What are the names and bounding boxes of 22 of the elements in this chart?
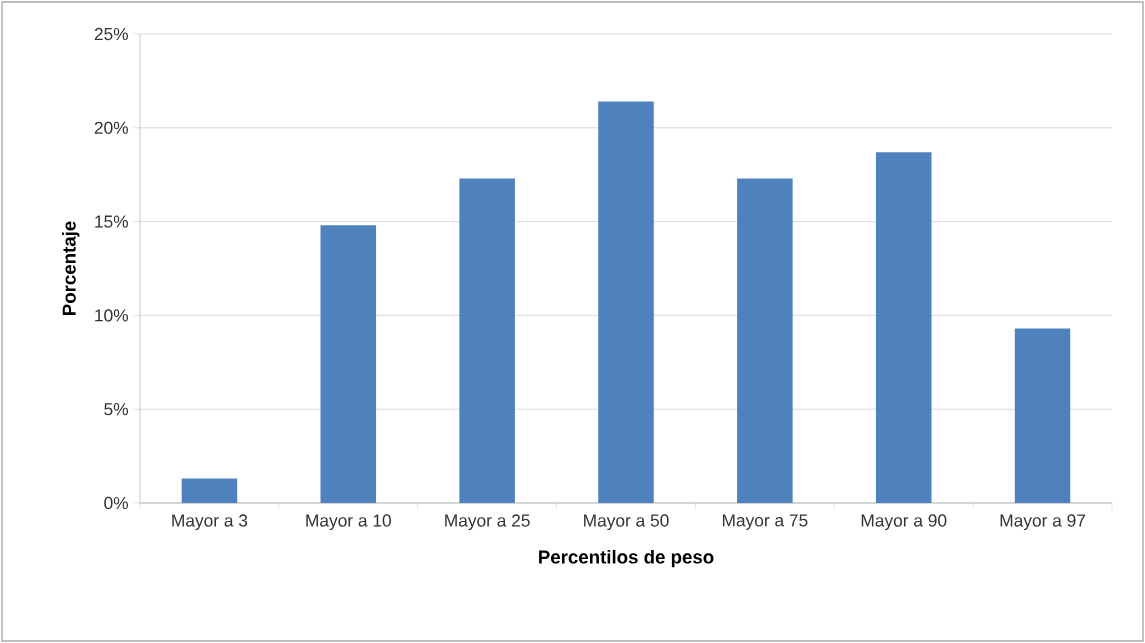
y-axis-title: Porcentaje <box>62 221 80 315</box>
x-tick-label: Mayor a 10 <box>306 514 391 531</box>
x-tick-label: Mayor a 97 <box>1000 514 1086 531</box>
y-tick-label: 25% <box>94 27 129 41</box>
bar <box>598 101 654 503</box>
y-tick-label: 15% <box>95 215 129 228</box>
bar <box>181 478 238 503</box>
y-tick-label: 10% <box>95 309 129 322</box>
x-tick-label: Mayor a 50 <box>584 514 669 531</box>
x-tick-label: Mayor a 90 <box>861 514 947 531</box>
x-tick-label: Mayor a 25 <box>445 514 530 531</box>
y-tick-label: 0% <box>104 496 129 510</box>
bar <box>875 152 932 503</box>
bar <box>459 178 515 503</box>
bar <box>737 178 793 503</box>
x-axis-title: Percentilos de peso <box>539 549 714 568</box>
y-tick-label: 5% <box>104 403 129 416</box>
y-tick-label: 20% <box>94 121 129 134</box>
bar <box>320 225 377 503</box>
bar <box>1014 328 1071 503</box>
x-tick-label: Mayor a 3 <box>172 514 248 531</box>
x-tick-label: Mayor a 75 <box>722 514 808 530</box>
